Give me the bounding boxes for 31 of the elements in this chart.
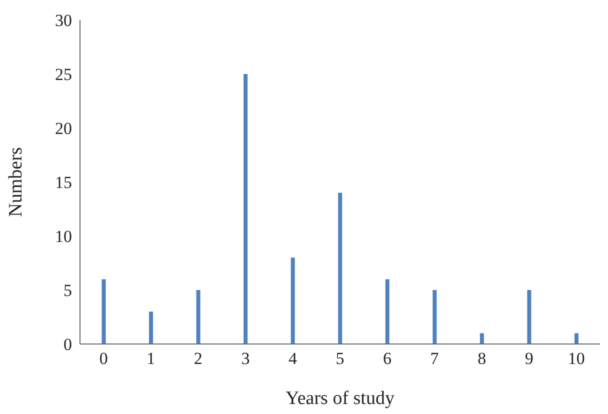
bar xyxy=(574,333,578,344)
y-tick-label: 0 xyxy=(64,335,72,354)
y-tick-label: 20 xyxy=(55,119,72,138)
x-tick-label: 5 xyxy=(336,349,344,368)
x-axis-title: Years of study xyxy=(286,388,395,409)
bar xyxy=(244,74,248,344)
y-tick-label: 15 xyxy=(55,173,72,192)
x-tick-label: 6 xyxy=(383,349,392,368)
x-tick-label: 1 xyxy=(146,349,156,368)
x-tick-label: 8 xyxy=(478,349,486,368)
x-tick-label: 9 xyxy=(524,349,534,368)
bar xyxy=(102,279,106,344)
y-tick-label: 10 xyxy=(55,227,72,246)
bar xyxy=(480,333,484,344)
bar xyxy=(432,290,437,344)
x-tick-label: 3 xyxy=(241,349,250,368)
x-tick-label: 0 xyxy=(99,349,108,368)
bar xyxy=(290,258,295,344)
bar xyxy=(338,192,342,344)
x-tick-label: 2 xyxy=(194,349,202,368)
bar xyxy=(385,279,390,344)
bar xyxy=(196,290,200,344)
bar xyxy=(149,312,154,344)
y-tick-label: 5 xyxy=(64,281,72,300)
x-tick-label: 4 xyxy=(288,349,298,368)
x-tick-label: 7 xyxy=(430,349,440,368)
y-tick-label: 30 xyxy=(55,11,72,30)
y-axis-title: Numbers xyxy=(6,147,27,217)
bar xyxy=(527,290,532,344)
y-tick-label: 25 xyxy=(55,65,72,84)
x-tick-label: 10 xyxy=(568,349,585,368)
